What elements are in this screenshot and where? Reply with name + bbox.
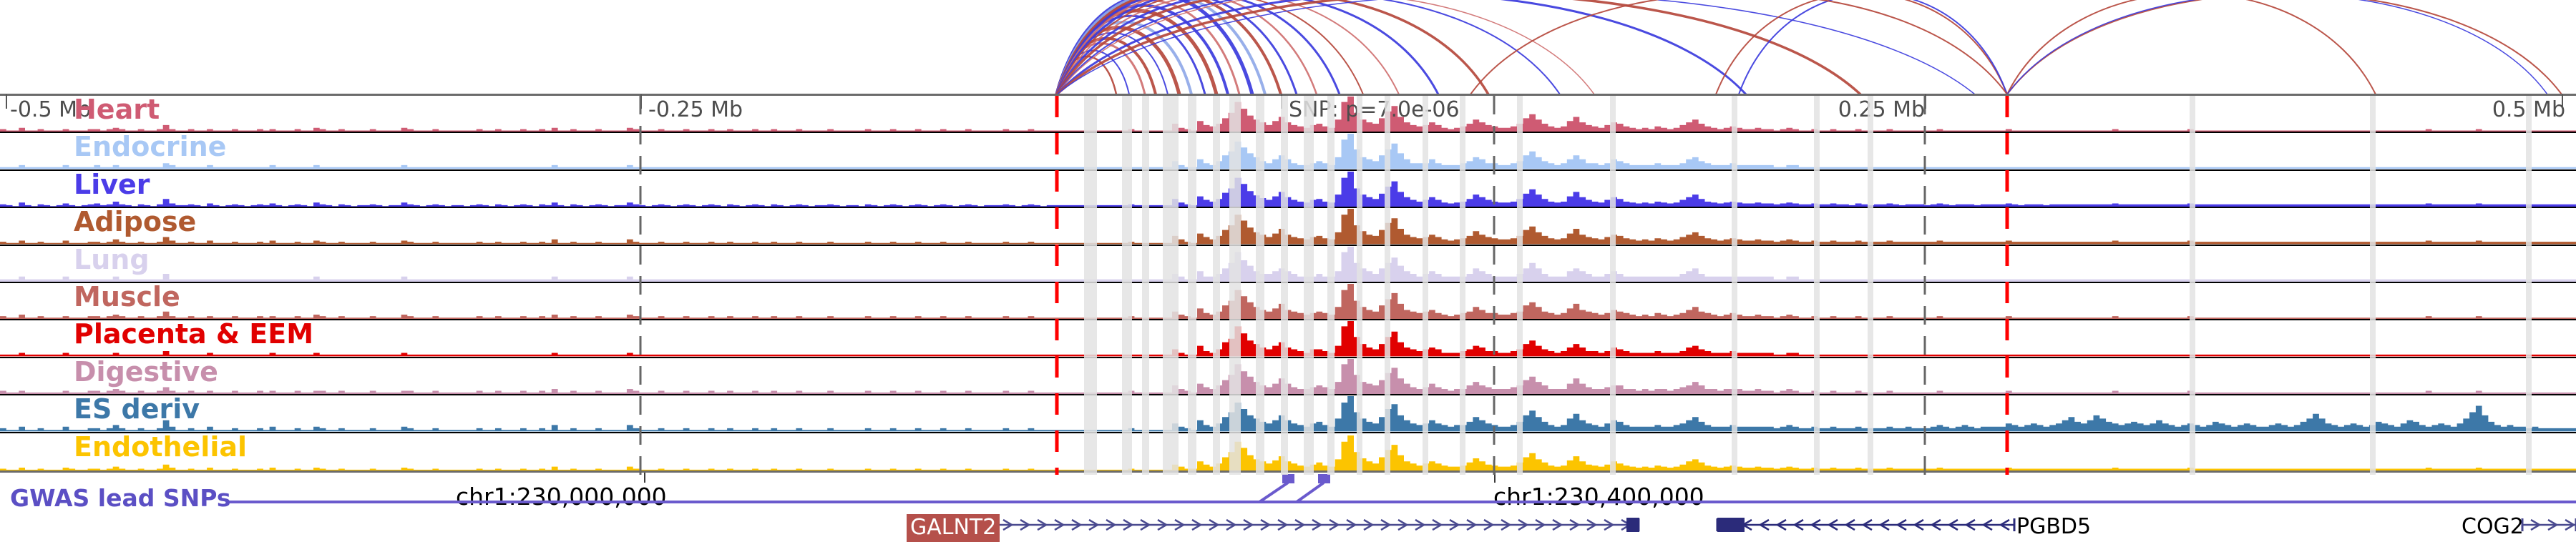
coordinate-label-1: chr1:230,400,000 bbox=[1493, 483, 1704, 511]
signal-track-muscle[interactable]: Muscle bbox=[0, 283, 2576, 321]
signal-track-liver[interactable]: Liver bbox=[0, 171, 2576, 209]
coordinate-label-0: chr1:230,000,000 bbox=[456, 483, 667, 511]
signal-track-endocrine[interactable]: Endocrine bbox=[0, 133, 2576, 171]
gene-label-pgbd5[interactable]: PGBD5 bbox=[2016, 514, 2092, 539]
signal-track-endothelial[interactable]: Endothelial bbox=[0, 433, 2576, 470]
axis-tick-mark-1 bbox=[640, 94, 642, 109]
axis-tick-label-4: 0.5 Mb bbox=[2492, 97, 2565, 122]
signal-track-es-deriv[interactable]: ES deriv bbox=[0, 395, 2576, 433]
gwas-snp-markers[interactable] bbox=[0, 473, 2576, 506]
signal-track-lung[interactable]: Lung bbox=[0, 246, 2576, 283]
axis-tick-label-3: 0.25 Mb bbox=[1838, 97, 1925, 122]
gene-track bbox=[0, 513, 2576, 536]
axis-tick-mark-3 bbox=[1925, 94, 1926, 109]
coordinate-tick-0 bbox=[644, 473, 645, 483]
coordinate-gene-panel: chr1:230,000,000 chr1:230,400,000 GWAS le… bbox=[0, 473, 2576, 542]
gwas-lead-snps-label: GWAS lead SNPs bbox=[10, 484, 231, 512]
coordinate-tick-1 bbox=[1494, 473, 1496, 483]
axis-tick-label-1: -0.25 Mb bbox=[648, 97, 743, 122]
chromatin-loop-arcs bbox=[0, 0, 2576, 94]
signal-track-adipose[interactable]: Adipose bbox=[0, 208, 2576, 246]
signal-track-digestive[interactable]: Digestive bbox=[0, 358, 2576, 396]
signal-track-placenta-eem[interactable]: Placenta & EEM bbox=[0, 320, 2576, 358]
signal-track-heart[interactable]: Heart bbox=[0, 96, 2576, 134]
axis-tick-label-0: -0.5 Mb bbox=[10, 97, 91, 122]
gwas-lead-snp-axis[interactable] bbox=[228, 501, 2576, 503]
signal-track-panel: Heart Endocrine Liver Adipose Lung Muscle Plac… bbox=[0, 94, 2576, 475]
axis-tick-label-2: SNP: p=7.0e-06 bbox=[1289, 97, 1460, 122]
axis-tick-mark-0 bbox=[6, 94, 7, 109]
gene-label-cog2[interactable]: COG2 bbox=[2462, 514, 2524, 539]
axis-tick-mark-4 bbox=[2562, 94, 2563, 109]
gene-label-galnt2[interactable]: GALNT2 bbox=[907, 514, 1000, 542]
axis-tick-mark-2 bbox=[1281, 94, 1282, 109]
